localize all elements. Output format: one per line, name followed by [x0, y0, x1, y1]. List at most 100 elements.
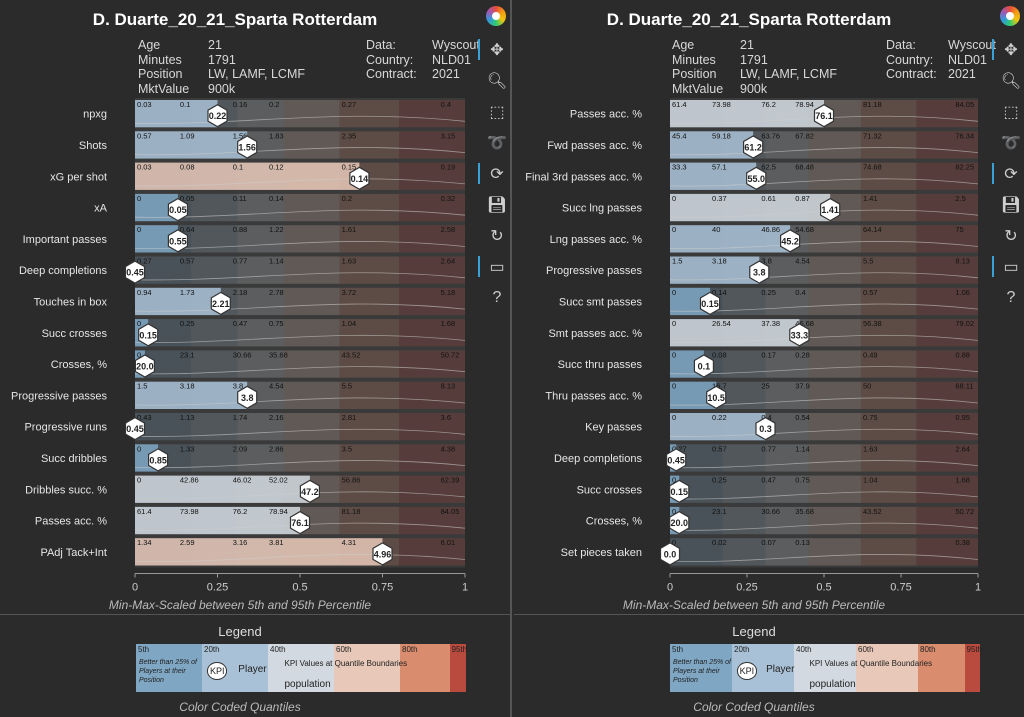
kpi-marker[interactable] — [780, 229, 801, 253]
help-icon[interactable]: ? — [492, 288, 502, 306]
bound-label: 84.05 — [955, 100, 974, 109]
kpi-marker[interactable] — [237, 385, 258, 409]
kpi-marker[interactable] — [134, 354, 155, 378]
bound-label: 4.31 — [342, 538, 357, 547]
bound-label: 0 — [137, 319, 141, 328]
bound-label: 0 — [137, 444, 141, 453]
row-label: Progressive runs — [24, 422, 107, 434]
lasso-icon[interactable]: ➰ — [487, 134, 507, 152]
kpi-marker[interactable] — [693, 354, 714, 378]
kpi-marker[interactable] — [813, 104, 835, 128]
kpi-marker[interactable] — [138, 323, 159, 347]
quantile-band — [722, 538, 766, 566]
kpi-marker[interactable] — [124, 260, 146, 284]
kpi-marker[interactable] — [746, 166, 767, 190]
quantile-band — [808, 381, 861, 409]
help-icon[interactable]: ? — [1006, 288, 1016, 306]
x-tick-label: 1 — [975, 582, 981, 594]
bound-label: 43.52 — [863, 507, 882, 516]
row: 0 42.86 46.02 52.02 56.86 62.39 Dribbles succ.… — [25, 475, 466, 503]
kpi-marker[interactable] — [124, 416, 146, 441]
quantile-band — [283, 413, 340, 441]
distribution-curve — [669, 241, 979, 250]
info-values: 21 1791 LW, LAMF, LCMF 900k — [740, 38, 837, 96]
logo-icon[interactable] — [1000, 6, 1020, 26]
kpi-marker[interactable] — [210, 291, 231, 316]
kpi-marker[interactable] — [755, 416, 776, 441]
kpi-marker[interactable] — [167, 229, 188, 253]
zoom-icon[interactable]: 🔍︎ — [486, 72, 508, 90]
bound-label: 1.73 — [180, 288, 195, 297]
x-tick-label: 0.5 — [292, 582, 307, 594]
box-select-icon[interactable]: ⬚ — [489, 103, 505, 121]
legend-kpi: KPI — [206, 662, 228, 680]
info-values: 21 1791 LW, LAMF, LCMF 900k — [208, 38, 305, 96]
quantile-band — [722, 444, 766, 472]
quantile-band — [399, 225, 465, 253]
kpi-marker[interactable] — [789, 323, 810, 347]
save-icon[interactable]: 💾︎ — [486, 196, 508, 214]
quantile-band — [191, 413, 238, 441]
kpi-marker[interactable] — [207, 104, 228, 128]
bound-label: 2.16 — [269, 413, 284, 422]
quantile-band — [860, 350, 917, 378]
reset-icon[interactable]: ↻ — [490, 227, 504, 245]
bound-label: 0 — [672, 319, 676, 328]
kpi-marker[interactable] — [237, 135, 258, 159]
info-value: 1791 — [740, 52, 768, 67]
lasso-icon[interactable]: ➰ — [1001, 134, 1021, 152]
info-value: 21 — [208, 38, 222, 52]
logo-icon[interactable] — [486, 6, 506, 26]
kpi-marker[interactable] — [669, 479, 690, 503]
kpi-marker[interactable] — [669, 510, 690, 535]
kpi-value: 0.45 — [667, 455, 685, 465]
divider — [0, 614, 510, 615]
row-label: Set pieces taken — [561, 547, 642, 559]
zoom-icon[interactable]: 🔍︎ — [1000, 72, 1022, 90]
kpi-marker[interactable] — [349, 166, 370, 190]
kpi-marker[interactable] — [299, 479, 320, 503]
move-icon[interactable]: ✥ — [478, 34, 510, 65]
wheel-zoom-icon[interactable]: ⟳ — [992, 158, 1024, 189]
quantile-band — [916, 256, 978, 284]
reset-icon[interactable]: ↻ — [1004, 227, 1018, 245]
row: 1.5 3.18 3.8 4.54 5.5 8.13 Progressive passes 3… — [11, 381, 466, 409]
row: 0.27 0.57 0.77 1.14 1.63 2.64 Deep completions… — [554, 444, 979, 472]
bound-label: 0 — [137, 476, 141, 485]
bound-label: 2.59 — [180, 538, 195, 547]
kpi-marker[interactable] — [659, 542, 681, 566]
quantile-band — [916, 193, 978, 222]
kpi-marker[interactable] — [148, 448, 169, 472]
row-label: Crosses, % — [51, 359, 107, 371]
kpi-marker[interactable] — [372, 542, 393, 566]
quantile-band — [237, 256, 284, 284]
hover-icon[interactable]: ▭ — [478, 251, 510, 282]
quantile-band — [399, 350, 465, 378]
bound-label: 76.2 — [761, 100, 776, 109]
kpi-marker[interactable] — [706, 385, 727, 409]
kpi-marker[interactable] — [289, 510, 311, 535]
legend-title: Legend — [218, 624, 262, 639]
save-icon[interactable]: 💾︎ — [1000, 196, 1022, 214]
kpi-marker[interactable] — [699, 291, 721, 316]
box-select-icon[interactable]: ⬚ — [1003, 103, 1019, 121]
move-icon[interactable]: ✥ — [992, 34, 1024, 65]
quantile-band — [399, 287, 465, 316]
quantile-band — [339, 444, 399, 472]
kpi-marker[interactable] — [666, 448, 687, 472]
legend-footer: Color Coded Quantiles — [179, 700, 301, 714]
kpi-marker[interactable] — [167, 197, 188, 222]
kpi-marker[interactable] — [749, 260, 770, 284]
left-panel: D. Duarte_20_21_Sparta Rotterdam Age Min… — [0, 0, 512, 717]
kpi-value: 0.14 — [351, 174, 369, 184]
wheel-zoom-icon[interactable]: ⟳ — [478, 158, 510, 189]
hover-icon[interactable]: ▭ — [992, 251, 1024, 282]
kpi-marker[interactable] — [820, 197, 841, 222]
row: 0.27 0.57 0.77 1.14 1.63 2.64 Deep completions… — [19, 256, 466, 284]
kpi-marker[interactable] — [743, 135, 764, 159]
bound-label: 0.88 — [233, 225, 248, 234]
kpi-value: 0.22 — [209, 111, 227, 121]
bound-label: 1.04 — [863, 476, 878, 485]
row-label: Succ dribbles — [41, 453, 108, 465]
quantile-band — [808, 256, 861, 284]
